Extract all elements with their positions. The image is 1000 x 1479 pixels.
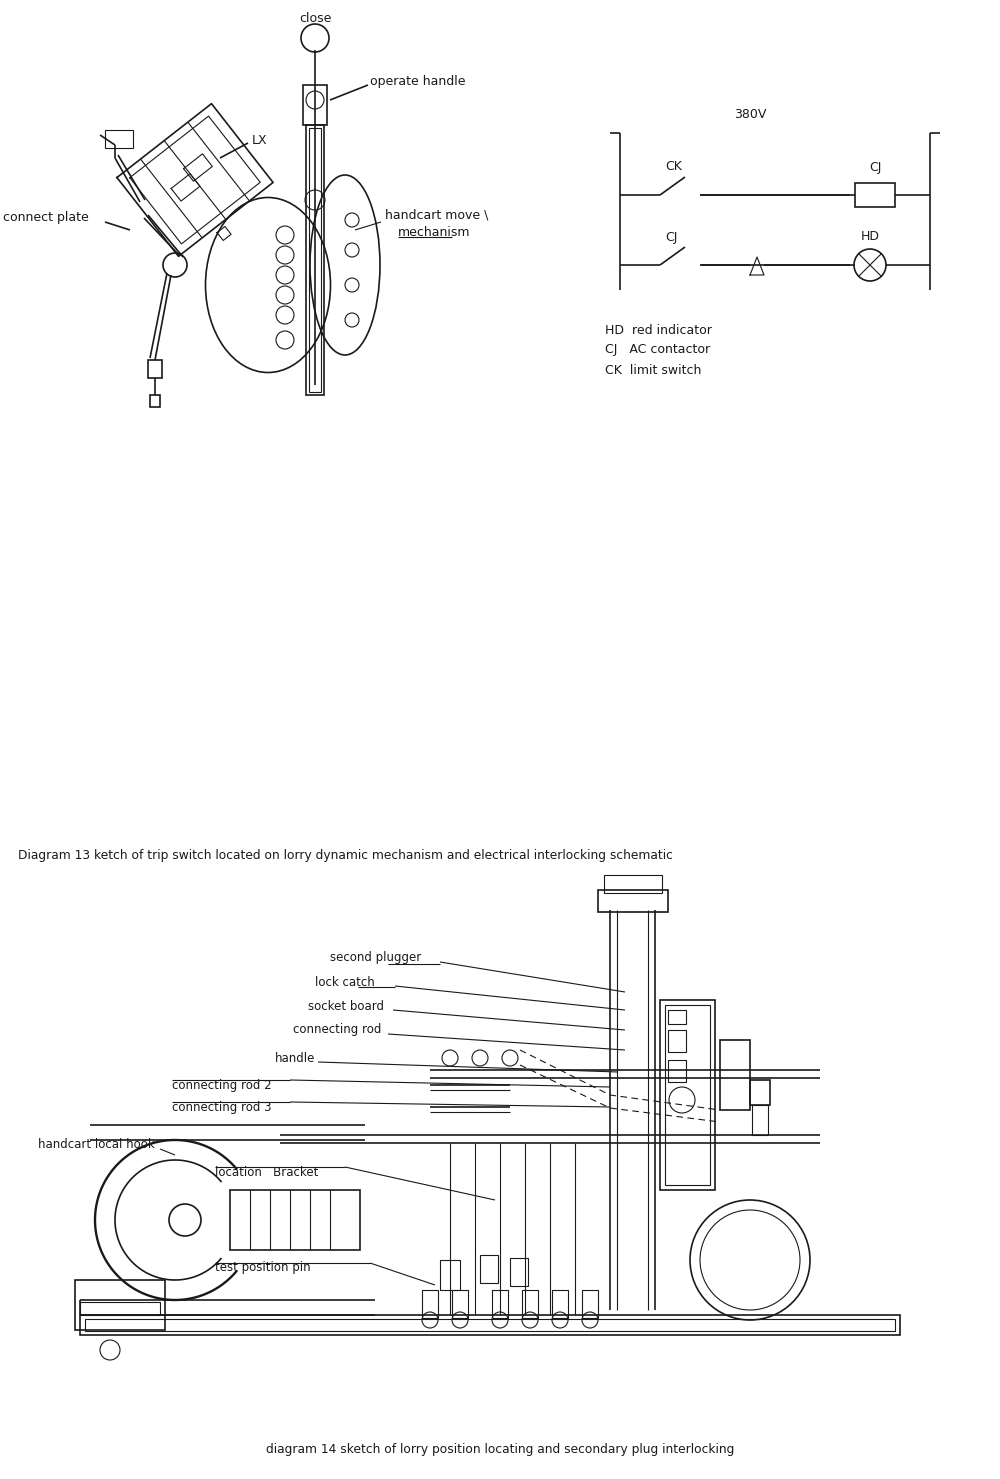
Bar [752,1105,768,1134]
Text: HD: HD [860,231,880,244]
Text: handcart local hook: handcart local hook [38,1139,155,1152]
Bar [105,130,133,148]
Text: connecting rod 2: connecting rod 2 [172,1078,272,1092]
Bar [660,1000,715,1191]
Bar [522,1290,538,1318]
Text: connecting rod: connecting rod [293,1023,381,1037]
Text: Diagram 13 ketch of trip switch located on lorry dynamic mechanism and electrica: Diagram 13 ketch of trip switch located … [18,849,673,861]
Bar [422,1290,438,1318]
Text: close: close [299,12,331,25]
Text: test position pin: test position pin [215,1262,311,1275]
Bar [552,1290,568,1318]
Bar [80,1302,160,1315]
Text: CK  limit switch: CK limit switch [605,364,701,377]
Bar [230,1191,360,1250]
Bar [440,1260,460,1290]
Bar [80,1315,900,1336]
Text: handle: handle [275,1052,315,1065]
Text: CJ: CJ [869,161,881,173]
Bar [510,1259,528,1287]
Text: operate handle: operate handle [370,75,466,89]
Bar [309,129,321,392]
Bar [452,1290,468,1318]
Bar [668,1060,686,1083]
Bar [598,890,668,913]
Bar [303,84,327,126]
Bar [668,1010,686,1023]
Text: diagram 14 sketch of lorry position locating and secondary plug interlocking: diagram 14 sketch of lorry position loca… [266,1444,734,1457]
Bar [148,359,162,379]
Bar [668,1029,686,1052]
Bar [480,1256,498,1282]
Bar [750,1080,770,1105]
Text: LX: LX [252,133,268,146]
Text: handcart move \: handcart move \ [385,209,488,222]
Text: connecting rod 3: connecting rod 3 [172,1100,272,1114]
Text: lock catch: lock catch [315,976,375,988]
Bar [75,1279,165,1330]
Text: mechanism: mechanism [398,225,471,238]
Bar [604,876,662,893]
Text: second plugger: second plugger [330,951,421,964]
Text: connect plate: connect plate [3,211,89,225]
Bar [582,1290,598,1318]
Text: HD  red indicator: HD red indicator [605,324,712,337]
Bar [665,1006,710,1185]
Bar [855,183,895,207]
Text: socket board: socket board [308,1000,384,1013]
Text: CK: CK [665,161,682,173]
Bar [85,1319,895,1331]
Bar [306,126,324,395]
Text: 380V: 380V [734,108,766,121]
Text: location   Bracket: location Bracket [215,1165,318,1179]
Bar [720,1040,750,1111]
Bar [150,395,160,407]
Bar [492,1290,508,1318]
Text: CJ: CJ [665,231,677,244]
Text: CJ   AC contactor: CJ AC contactor [605,343,710,356]
